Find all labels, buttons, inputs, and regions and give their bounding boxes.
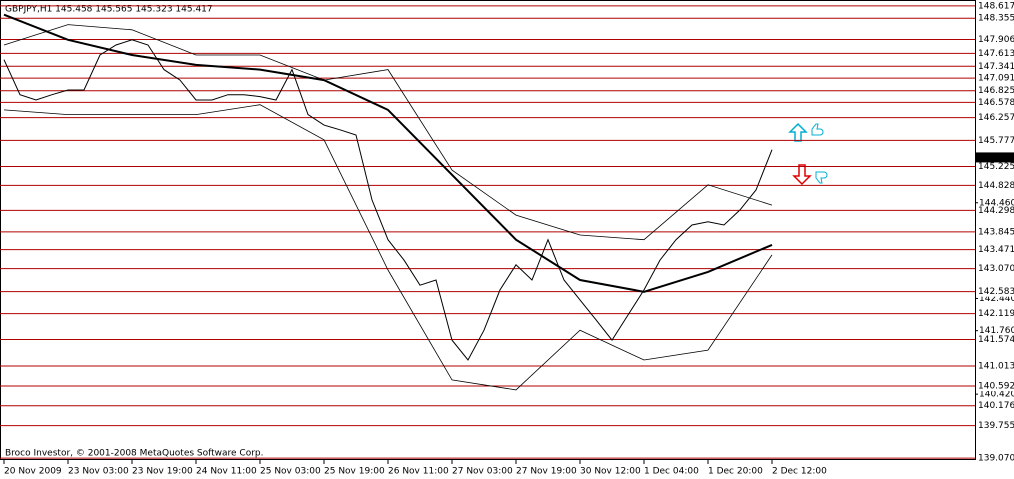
level-label-bg [977,0,1014,11]
level-label-bg [977,420,1014,431]
level-label-bg [977,34,1014,45]
footer: Broco Investor, © 2001-2008 MetaQuotes S… [5,449,264,459]
y-tick-label: 141.760 [979,326,1014,336]
level-label-bg [977,205,1014,216]
level-label-bg [977,226,1014,237]
level-label-bg [977,308,1014,319]
level-label-bg [977,73,1014,84]
level-label: 143.845 [978,227,1014,237]
level-label: 142.583 [978,287,1014,297]
level-label-bg [977,453,1014,464]
level-label-bg [977,85,1014,96]
x-tick-label: 1 Dec 04:00 [644,467,699,477]
level-label-bg [977,13,1014,24]
x-tick-label: 27 Nov 03:00 [452,467,513,477]
level-label: 143.471 [978,245,1014,255]
level-label: 144.828 [978,181,1014,191]
level-label: 140.176 [978,401,1014,411]
level-label-bg [977,381,1014,392]
series-line [3,39,773,361]
x-tick-label: 20 Nov 2009 [4,467,62,477]
level-label: 145.225 [978,162,1014,172]
series-line [3,104,773,391]
x-tick-label: 25 Nov 03:00 [260,467,321,477]
y-tick-label: 140.420 [979,390,1014,400]
level-label-bg [977,180,1014,191]
level-label: 144.298 [978,206,1014,216]
x-tick-label: 23 Nov 03:00 [68,467,129,477]
x-tick-label: 26 Nov 11:00 [388,467,449,477]
level-label: 147.341 [978,62,1014,72]
x-tick-label: 1 Dec 20:00 [708,467,763,477]
level-label: 139.070 [978,454,1014,464]
chart-title: GBPJPY,H1 145.458 145.565 145.323 145.41… [5,5,213,15]
level-label-bg [977,97,1014,108]
y-tick-label: 144.460 [979,198,1014,208]
level-label: 139.755 [978,421,1014,431]
level-label-bg [977,400,1014,411]
x-tick-label: 27 Nov 19:00 [516,467,577,477]
level-label-bg [977,61,1014,72]
down-arrow [792,164,828,186]
level-label: 146.825 [978,86,1014,96]
level-label: 148.355 [978,14,1014,24]
last-price-label: 145.417 [978,153,1014,163]
x-tick-label: 25 Nov 19:00 [324,467,385,477]
y-tick-label: 142.440 [979,294,1014,304]
level-label-bg [977,286,1014,297]
level-label: 146.578 [978,98,1014,108]
plot-frame [0,0,976,460]
last-price-box [976,152,1014,163]
x-tick-label: 2 Dec 12:00 [772,467,827,477]
level-label-bg [977,48,1014,59]
level-label: 140.592 [978,382,1014,392]
level-label-bg [977,244,1014,255]
level-label: 146.257 [978,113,1014,123]
level-label-bg [977,361,1014,372]
level-label-bg [977,263,1014,274]
up-arrow [788,122,824,142]
level-label: 143.070 [978,264,1014,274]
level-label: 147.613 [978,49,1014,59]
level-label: 142.119 [978,309,1014,319]
level-label: 141.574 [978,335,1014,345]
x-tick-label: 24 Nov 11:00 [196,467,257,477]
level-label-bg [977,112,1014,123]
x-tick-label: 30 Nov 12:00 [580,467,641,477]
level-label: 147.906 [978,35,1014,45]
level-label-bg [977,135,1014,146]
level-label: 141.013 [978,362,1014,372]
x-tick-label: 23 Nov 19:00 [132,467,193,477]
level-label: 148.617 [978,1,1014,11]
level-label: 145.777 [978,136,1014,146]
series-line [3,24,773,241]
level-label: 147.091 [978,74,1014,84]
level-label-bg [977,161,1014,172]
level-label-bg [977,334,1014,345]
series-line [3,13,773,293]
